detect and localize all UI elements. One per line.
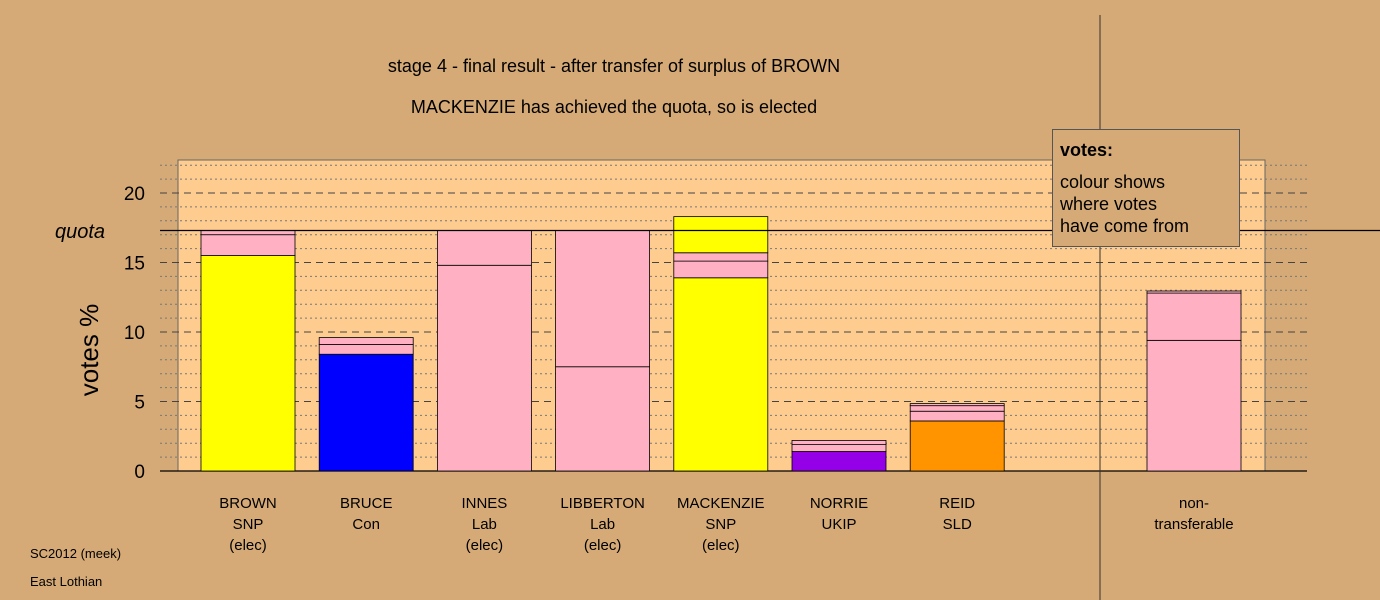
footer-area: East Lothian bbox=[30, 574, 103, 589]
x-label-norrie: NORRIE UKIP bbox=[810, 495, 868, 533]
x-label-nontransferable: non-transferable bbox=[1154, 495, 1233, 533]
legend-title: votes: bbox=[1060, 140, 1114, 160]
x-label-reid: REID SLD bbox=[939, 495, 975, 533]
y-axis: 0 5 10 15 20 bbox=[124, 184, 145, 483]
footer-source: SC2012 (meek) bbox=[30, 546, 122, 561]
bar-segment-brown bbox=[200, 255, 296, 472]
y-tick-label: 10 bbox=[124, 323, 145, 344]
y-tick-label: 0 bbox=[134, 462, 145, 483]
bar-segment-innes bbox=[436, 230, 532, 266]
y-tick-label: 5 bbox=[134, 393, 145, 414]
bar-segment-reid bbox=[909, 403, 1005, 407]
bar-segment-bruce bbox=[318, 353, 414, 472]
bar-segment-libberton bbox=[555, 230, 650, 368]
bar-segment-mackenzie bbox=[673, 216, 769, 254]
y-axis-label: votes % bbox=[74, 304, 104, 397]
bar-segment-norrie bbox=[791, 440, 887, 445]
bar-segment-libberton bbox=[555, 366, 650, 472]
bar-segment-bruce bbox=[318, 344, 414, 355]
bar-segment-reid bbox=[909, 405, 1005, 412]
x-axis-labels: BROWN SNP (elec) BRUCE Con INNES Lab (elec) LIBB… bbox=[219, 495, 1233, 554]
bar-segment-mackenzie bbox=[673, 252, 769, 262]
bar-segment-bruce bbox=[318, 337, 414, 345]
x-label-bruce: BRUCE Con bbox=[340, 495, 393, 533]
bar-segment-nontransferable bbox=[1146, 339, 1242, 472]
bar-segment-brown bbox=[200, 234, 296, 256]
bar-segment-nontransferable bbox=[1146, 290, 1242, 294]
legend-box: votes: colour shows where votes have com… bbox=[1052, 129, 1240, 247]
bar-segment-reid bbox=[909, 420, 1005, 472]
quota-label: quota bbox=[55, 221, 105, 243]
legend-body: colour shows where votes have come from bbox=[1060, 172, 1190, 236]
x-label-libberton: LIBBERTON Lab (elec) bbox=[560, 495, 644, 554]
bar-segment-norrie bbox=[791, 444, 887, 452]
x-label-innes: INNES Lab (elec) bbox=[461, 495, 507, 554]
x-label-brown: BROWN SNP (elec) bbox=[219, 495, 277, 554]
y-tick-label: 20 bbox=[124, 184, 145, 205]
bar-segment-mackenzie bbox=[673, 277, 769, 472]
bar-segment-norrie bbox=[791, 451, 887, 472]
bar-segment-reid bbox=[909, 410, 1005, 422]
y-tick-label: 15 bbox=[124, 254, 145, 275]
bars bbox=[160, 216, 1380, 472]
bar-segment-nontransferable bbox=[1146, 292, 1242, 341]
chart-title: stage 4 - final result - after transfer … bbox=[388, 56, 840, 76]
chart-subtitle: MACKENZIE has achieved the quota, so is … bbox=[411, 97, 817, 117]
x-label-mackenzie: MACKENZIE SNP (elec) bbox=[677, 495, 765, 554]
bar-segment-mackenzie bbox=[673, 260, 769, 279]
bar-segment-innes bbox=[436, 264, 532, 472]
